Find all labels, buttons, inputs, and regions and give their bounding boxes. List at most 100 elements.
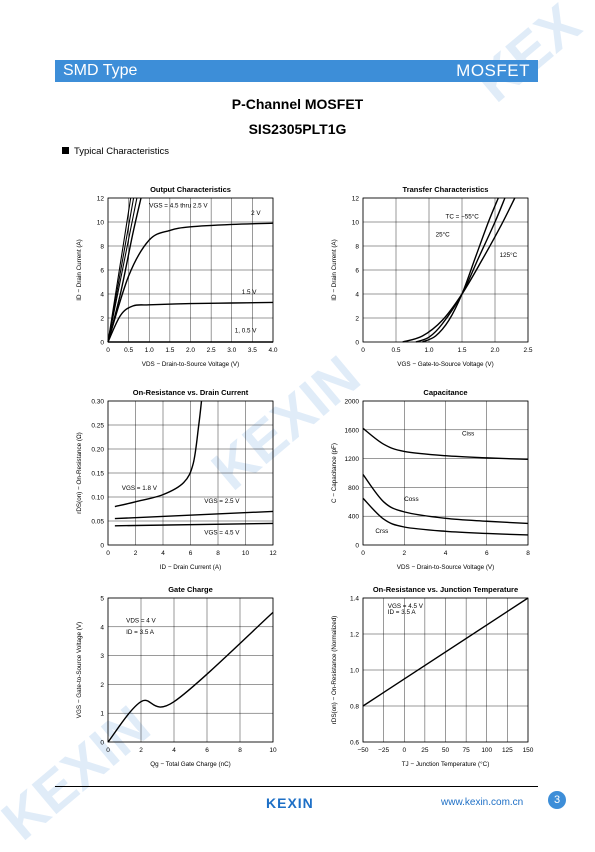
- x-tick-label: 150: [523, 747, 534, 754]
- x-tick-label: 4: [161, 550, 165, 557]
- plot-frame: [362, 197, 529, 343]
- plot-frame: [362, 400, 529, 546]
- x-tick-label: 1.5: [457, 347, 466, 354]
- plot-frame: [362, 597, 529, 743]
- y-tick-label: 400: [348, 514, 359, 521]
- chart-gate-charge: Gate Charge 0 2 4 6 8 10 0 1 2 3 4 5 Qg − Total Gate …: [76, 585, 277, 768]
- y-tick-label: 0: [100, 543, 104, 550]
- chart-output-characteristics: Output Characteristics 0 0.5 1.0 1.5 2.0 2.5 3.…: [76, 185, 278, 368]
- annotation-label: 1, 0.5 V: [235, 327, 258, 334]
- header-right: MOSFET: [456, 61, 530, 80]
- series-line-extra-2: [107, 197, 132, 343]
- x-tick-label: 0: [402, 747, 406, 754]
- page-number-badge: 3: [548, 791, 566, 809]
- section-heading: Typical Characteristics: [62, 146, 169, 157]
- x-tick-label: 75: [463, 747, 471, 754]
- annotation-label: 2 V: [251, 210, 261, 217]
- bullet-square-icon: [62, 147, 69, 154]
- y-tick-label: 2: [355, 316, 359, 323]
- x-axis-label: ID − Drain Current (A): [160, 564, 221, 571]
- page-title: P-Channel MOSFET: [231, 96, 364, 112]
- x-tick-label: 0.5: [391, 347, 400, 354]
- y-tick-label: 0: [355, 543, 359, 550]
- annotation-label: VGS = 1.8 V: [122, 485, 158, 492]
- header-banner: SMD Type MOSFET: [55, 60, 538, 82]
- series-line-0: [114, 400, 203, 508]
- x-tick-label: 12: [269, 550, 277, 557]
- series-line-1: [107, 222, 274, 343]
- chart-transfer-characteristics: Transfer Characteristics 0 0.5 1.0 1.5 2.0 2.5…: [331, 185, 533, 368]
- footer-divider: [55, 786, 538, 787]
- x-tick-label: 10: [242, 550, 250, 557]
- annotation-label: Coss: [404, 496, 418, 503]
- x-tick-label: 25: [421, 747, 429, 754]
- y-tick-label: 0.8: [350, 704, 359, 711]
- series-line-2: [107, 301, 274, 343]
- x-tick-label: 10: [269, 747, 277, 754]
- annotation-label: VGS = 4.5 V: [204, 529, 240, 536]
- chart-title: Gate Charge: [168, 585, 213, 594]
- x-tick-label: 8: [216, 550, 220, 557]
- x-axis-label: VDS − Drain-to-Source Voltage (V): [397, 564, 494, 571]
- y-tick-label: 6: [100, 268, 104, 275]
- y-tick-label: 3: [100, 653, 104, 660]
- annotation-label: ID = 3.5 A: [126, 629, 155, 636]
- y-tick-label: 800: [348, 485, 359, 492]
- x-tick-label: 4: [444, 550, 448, 557]
- plot-frame: [107, 597, 274, 743]
- x-tick-label: 125: [502, 747, 513, 754]
- x-tick-label: 2: [134, 550, 138, 557]
- x-tick-label: 4: [172, 747, 176, 754]
- y-tick-label: 0: [100, 340, 104, 347]
- x-tick-label: 1.5: [165, 347, 174, 354]
- series-line-0: [362, 427, 529, 461]
- annotation-label: 1.5 V: [242, 289, 258, 296]
- x-tick-label: 2.0: [490, 347, 499, 354]
- x-tick-label: 100: [481, 747, 492, 754]
- annotation-label: VGS = 2.5 V: [204, 498, 240, 505]
- x-axis-label: Qg − Total Gate Charge (nC): [150, 761, 231, 768]
- y-tick-label: 4: [100, 292, 104, 299]
- series-line-2: [402, 197, 516, 343]
- x-axis-label: VGS − Gate-to-Source Voltage (V): [397, 361, 493, 368]
- annotation-label: 25°C: [436, 230, 451, 238]
- x-tick-label: 0: [361, 550, 365, 557]
- chart-capacitance: Capacitance 0 2 4 6 8 0 400 800 1200 1600 2000 VDS −…: [331, 388, 530, 571]
- y-tick-label: 4: [355, 292, 359, 299]
- y-tick-label: 0.10: [91, 495, 104, 502]
- annotation-label: VDS = 4 V: [126, 617, 156, 624]
- series-line-1: [114, 510, 274, 520]
- footer-logo: KEXIN: [266, 795, 314, 811]
- x-tick-label: 8: [238, 747, 242, 754]
- part-number: SIS2305PLT1G: [248, 121, 347, 137]
- y-tick-label: 0: [355, 340, 359, 347]
- x-tick-label: 6: [205, 747, 209, 754]
- y-tick-label: 0.15: [91, 471, 104, 478]
- x-tick-label: 2.5: [207, 347, 216, 354]
- y-tick-label: 12: [352, 196, 360, 203]
- x-tick-label: −50: [357, 747, 368, 754]
- chart-title: Transfer Characteristics: [403, 185, 489, 194]
- chart-title: Capacitance: [423, 388, 467, 397]
- y-tick-label: 0.20: [91, 447, 104, 454]
- y-axis-label: rDS(on) − On-Resistance (Normalized): [331, 616, 338, 725]
- x-tick-label: 4.0: [268, 347, 277, 354]
- footer-url[interactable]: www.kexin.com.cn: [441, 797, 524, 808]
- annotation-label: 125°C: [500, 251, 518, 259]
- y-tick-label: 1.4: [350, 596, 359, 603]
- y-tick-label: 10: [97, 220, 105, 227]
- x-tick-label: 1.0: [145, 347, 154, 354]
- chart-title: On-Resistance vs. Drain Current: [133, 388, 249, 397]
- chart-title: On-Resistance vs. Junction Temperature: [373, 585, 518, 594]
- y-tick-label: 2: [100, 682, 104, 689]
- y-axis-label: ID − Drain Current (A): [331, 239, 338, 300]
- annotation-label: ID = 3.5 A: [388, 609, 417, 616]
- y-tick-label: 0.25: [91, 423, 104, 430]
- series-line-1: [362, 474, 529, 525]
- y-tick-label: 0.6: [350, 740, 359, 747]
- section-label: Typical Characteristics: [74, 146, 170, 157]
- y-tick-label: 0.30: [91, 399, 104, 406]
- annotation-label: TC = −55°C: [446, 212, 480, 220]
- y-tick-label: 2: [100, 316, 104, 323]
- chart-on-resistance-vs-drain-current: On-Resistance vs. Drain Current 0 2 4 6 8 10 12…: [76, 388, 277, 571]
